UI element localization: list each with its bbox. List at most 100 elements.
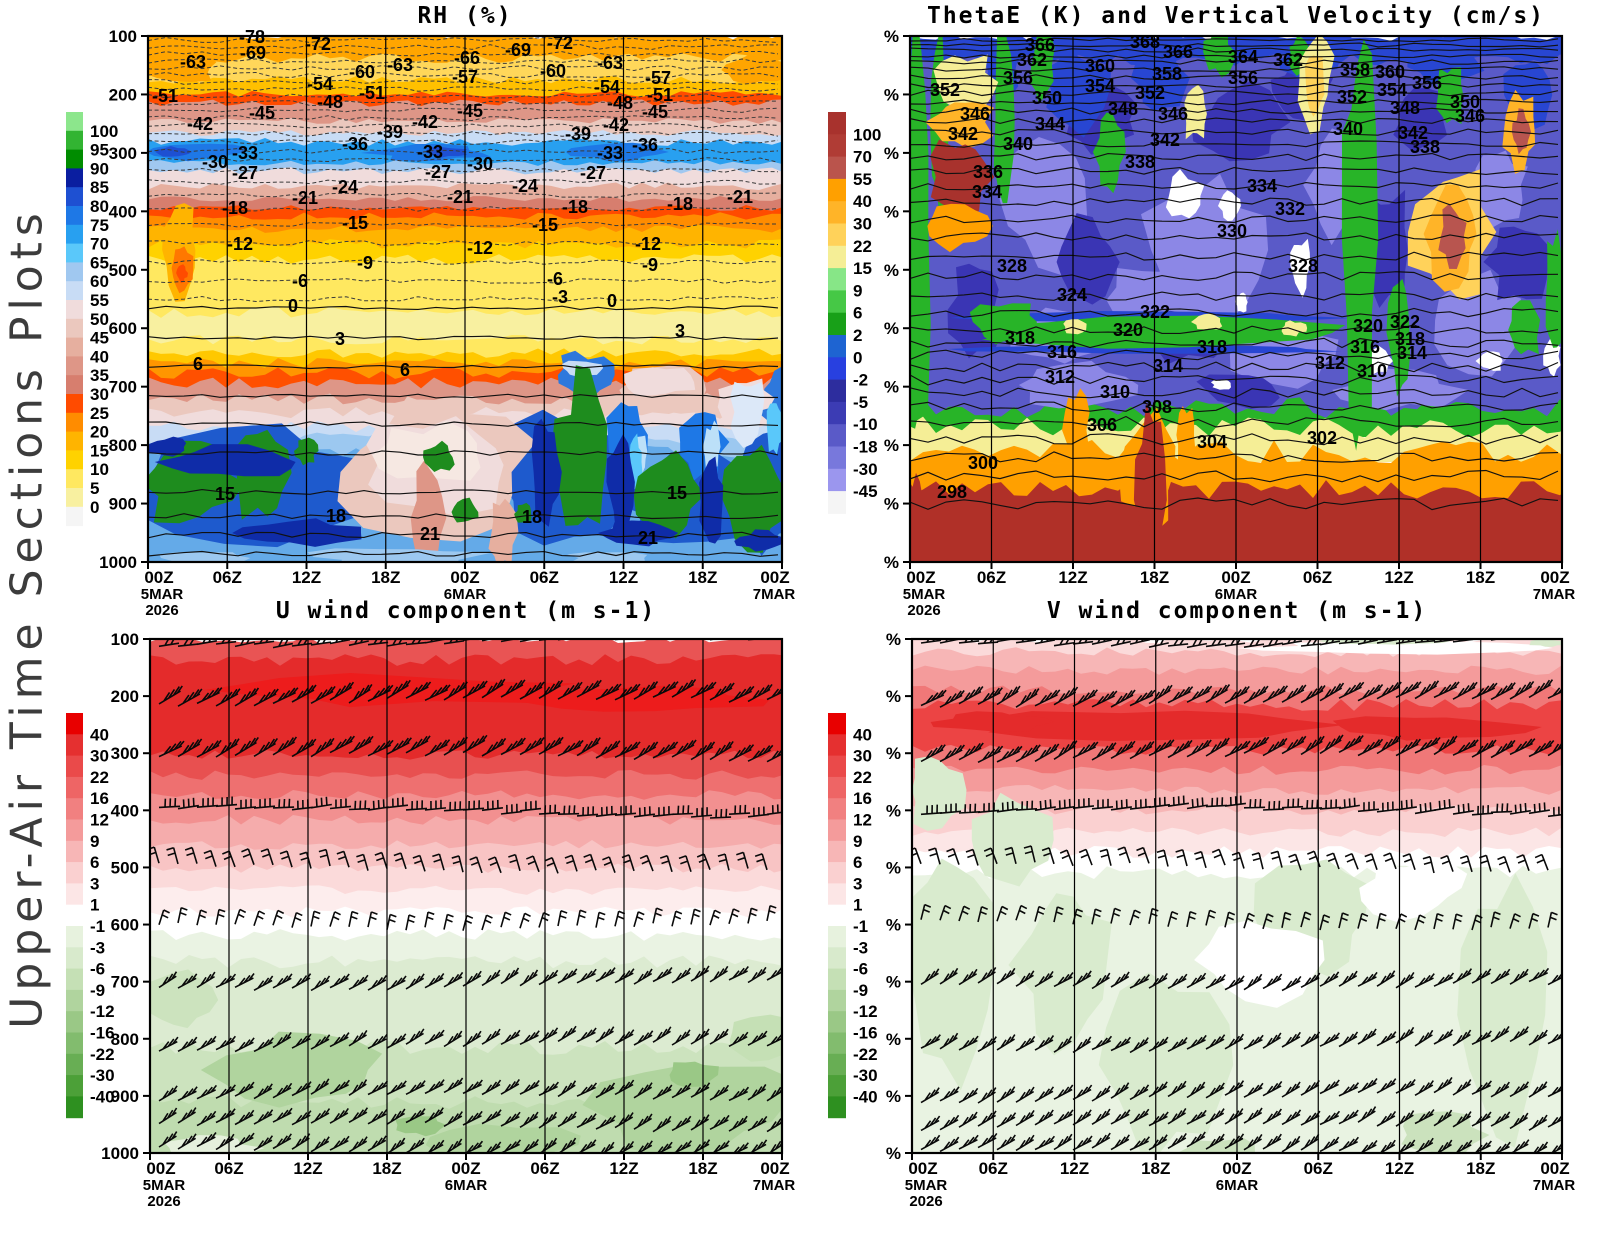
uwind-y-label: 700 [111, 973, 139, 992]
uwind-colorbar-value: 12 [90, 811, 109, 830]
svg-text:356: 356 [1228, 68, 1258, 88]
rh-x-label: 12Z [609, 568, 638, 587]
vwind-colorbar-value: 1 [853, 896, 862, 915]
thetae-colorbar-value: -5 [853, 393, 868, 412]
vwind-y-label: % [886, 744, 901, 763]
rh-colorbar-value: 5 [90, 479, 99, 498]
thetae-date-label: 2026 [907, 602, 940, 619]
svg-text:-78: -78 [239, 27, 265, 47]
svg-text:-54: -54 [594, 77, 620, 97]
svg-text:316: 316 [1350, 337, 1380, 357]
svg-text:-6: -6 [547, 269, 563, 289]
svg-text:318: 318 [1197, 337, 1227, 357]
vwind-colorbar-value: -3 [853, 938, 868, 957]
svg-text:-39: -39 [565, 124, 591, 144]
svg-text:342: 342 [948, 124, 978, 144]
thetae-colorbar-value: 30 [853, 215, 872, 234]
svg-text:302: 302 [1307, 428, 1337, 448]
uwind-colorbar-value: 9 [90, 832, 99, 851]
svg-text:314: 314 [1397, 343, 1427, 363]
svg-text:-60: -60 [540, 61, 566, 81]
rh-colorbar-value: 45 [90, 329, 109, 348]
vwind-date-label: 2026 [909, 1193, 942, 1210]
vwind-colorbar-value: -6 [853, 960, 868, 979]
vwind-colorbar-value: 40 [853, 725, 872, 744]
uwind-y-label: 200 [111, 687, 139, 706]
uwind-colorbar-value: -9 [90, 981, 105, 1000]
vwind-x-label: 06Z [1304, 1159, 1333, 1178]
vwind-field [912, 639, 1562, 1153]
thetae-x-label: 12Z [1384, 568, 1413, 587]
uwind-colorbar-value: -12 [90, 1002, 115, 1021]
thetae-x-label: 06Z [1303, 568, 1332, 587]
rh-y-label: 200 [109, 85, 137, 104]
uwind-colorbar: 40 30 22 16 12 9 6 3 1 -1 -3 -6 -9 -12 -16 -22 -30 -40 [66, 713, 115, 1119]
uwind-x-label: 18Z [688, 1159, 717, 1178]
rh-colorbar-value: 15 [90, 441, 109, 460]
uwind-colorbar-value: 30 [90, 747, 109, 766]
svg-text:366: 366 [1025, 35, 1055, 55]
rh-date-label: 2026 [145, 602, 178, 619]
rh-date-label: 6MAR [444, 586, 487, 603]
uwind-colorbar-value: -6 [90, 960, 105, 979]
svg-text:-6: -6 [292, 271, 308, 291]
rh-colorbar-value: 70 [90, 235, 109, 254]
uwind-date-label: 7MAR [753, 1177, 796, 1194]
svg-text:354: 354 [1085, 76, 1115, 96]
vwind-colorbar: 40 30 22 16 12 9 6 3 1 -1 -3 -6 -9 -12 -16 -22 -30 -40 [828, 713, 878, 1119]
rh-contour-labels: -78 -72 -72-69 -69-66-63 -63 -63-60 -60-57 -57-… [152, 27, 753, 548]
svg-text:18: 18 [522, 507, 542, 527]
svg-text:324: 324 [1057, 285, 1087, 305]
svg-text:-33: -33 [232, 143, 258, 163]
svg-text:362: 362 [1273, 50, 1303, 70]
svg-text:-39: -39 [377, 122, 403, 142]
rh-colorbar: 1009590858075706560555045403530252015105… [66, 112, 118, 527]
rh-colorbar-value: 25 [90, 404, 109, 423]
uwind-y-label: 300 [111, 744, 139, 763]
rh-x-label: 00Z [450, 568, 479, 587]
svg-text:-27: -27 [425, 162, 451, 182]
uwind-colorbar-value: -3 [90, 938, 105, 957]
uwind-x-label: 00Z [146, 1159, 175, 1178]
vwind-x-label: 18Z [1466, 1159, 1495, 1178]
uwind-colorbar-value: 22 [90, 768, 109, 787]
vwind-date-label: 7MAR [1533, 1177, 1576, 1194]
svg-text:-45: -45 [457, 101, 483, 121]
thetae-colorbar-value: 6 [853, 304, 862, 323]
svg-text:328: 328 [1288, 256, 1318, 276]
svg-text:21: 21 [420, 524, 440, 544]
svg-text:-72: -72 [305, 34, 331, 54]
rh-colorbar-value: 0 [90, 498, 99, 517]
svg-text:-12: -12 [635, 234, 661, 254]
svg-text:322: 322 [1390, 312, 1420, 332]
svg-text:15: 15 [667, 483, 687, 503]
thetae-colorbar-value: -18 [853, 438, 878, 457]
vwind-colorbar-value: -1 [853, 917, 868, 936]
svg-text:310: 310 [1100, 382, 1130, 402]
thetae-date-label: 7MAR [1533, 586, 1576, 603]
vwind-axes: %%%%%%%%%%00Z 06Z 12Z 18Z 00Z 06Z 12Z 18Z 00Z5MA… [886, 630, 1576, 1210]
uwind-field [150, 639, 782, 1153]
svg-text:310: 310 [1357, 361, 1387, 381]
vwind-date-label: 5MAR [905, 1177, 948, 1194]
svg-text:-48: -48 [317, 92, 343, 112]
vwind-x-label: 06Z [979, 1159, 1008, 1178]
svg-text:-51: -51 [647, 85, 673, 105]
svg-text:0: 0 [288, 296, 298, 316]
svg-text:336: 336 [973, 162, 1003, 182]
svg-text:342: 342 [1398, 123, 1428, 143]
thetae-y-label: % [884, 85, 899, 104]
svg-text:328: 328 [997, 256, 1027, 276]
vwind-y-label: % [886, 1087, 901, 1106]
vwind-colorbar-value: 9 [853, 832, 862, 851]
uwind-colorbar-value: 1 [90, 896, 99, 915]
svg-text:352: 352 [1135, 83, 1165, 103]
svg-text:318: 318 [1005, 328, 1035, 348]
svg-text:334: 334 [1247, 176, 1277, 196]
svg-text:314: 314 [1153, 356, 1183, 376]
rh-y-label: 500 [109, 261, 137, 280]
uwind-y-label: 400 [111, 801, 139, 820]
